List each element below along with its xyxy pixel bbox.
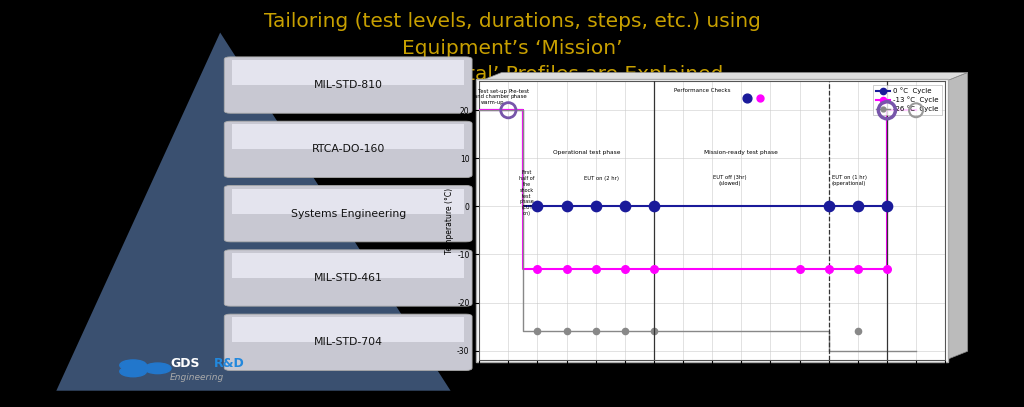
Point [646,266,663,272]
Point [850,266,866,272]
Bar [232,60,464,85]
Text: First
half of
the
shock
test
phase
(EUT
on): First half of the shock test phase (EUT … [519,170,535,216]
Text: MIL-STD-704: MIL-STD-704 [313,337,383,347]
Legend: 0 °C  Cycle, -13 °C  Cycle, -26 °C  Cycle: 0 °C Cycle, -13 °C Cycle, -26 °C Cycle [873,85,942,115]
Y-axis label: Temperature (°C): Temperature (°C) [445,188,455,254]
Text: Performance Checks: Performance Checks [675,88,731,93]
Point [792,266,808,272]
Point [558,328,574,335]
Point [616,266,633,272]
Point [500,107,516,114]
Point [646,328,663,335]
Point [879,107,895,114]
Polygon shape [945,72,968,360]
Text: Pre-test
phase: Pre-test phase [508,89,529,99]
Text: Test set-up
and chamber
warm-up: Test set-up and chamber warm-up [474,89,510,105]
Text: EUT on (2 hr): EUT on (2 hr) [584,176,620,181]
Circle shape [120,360,146,370]
Point [616,328,633,335]
Text: Systems Engineering: Systems Engineering [291,209,406,219]
Point [558,203,574,210]
Polygon shape [479,72,968,81]
FancyBboxPatch shape [224,57,472,113]
Text: Second
half of
the
shock
test
phase
(EUT
on): Second half of the shock test phase (EUT… [973,184,996,230]
Text: MIL-STD-810: MIL-STD-810 [313,80,383,90]
Point [820,266,837,272]
Point [588,328,604,335]
Point [616,203,633,210]
Point [739,95,756,101]
Text: GDS: GDS [170,357,200,370]
Bar [232,189,464,214]
FancyBboxPatch shape [224,186,472,242]
Bar [232,125,464,149]
FancyBboxPatch shape [224,121,472,177]
Text: Tailoring (test levels, durations, steps, etc.) using
Equipment’s ‘Mission’
and : Tailoring (test levels, durations, steps… [263,12,761,84]
Point [850,203,866,210]
Point [529,328,546,335]
Circle shape [144,363,171,374]
Point [908,107,925,114]
Bar [232,317,464,342]
Text: Post-test
phase: Post-test phase [973,82,1004,95]
Point [850,328,866,335]
Point [820,203,837,210]
Point [646,203,663,210]
Text: EUT off (3hr)
(slowed): EUT off (3hr) (slowed) [713,175,746,186]
Text: Operational test phase: Operational test phase [553,149,621,155]
FancyBboxPatch shape [224,314,472,370]
Text: Engineering: Engineering [170,373,224,382]
Text: R&D: R&D [214,357,245,370]
Bar [476,79,948,362]
Text: MIL-STD-461: MIL-STD-461 [313,273,383,283]
Point [529,203,546,210]
Text: EUT on (1 hr)
(operational): EUT on (1 hr) (operational) [831,175,866,186]
Text: RTCA-DO-160: RTCA-DO-160 [311,144,385,154]
Point [558,266,574,272]
Point [588,266,604,272]
Point [752,95,768,101]
Polygon shape [56,33,451,391]
FancyBboxPatch shape [224,250,472,306]
Point [879,203,895,210]
Bar [232,253,464,278]
Point [588,203,604,210]
Point [529,266,546,272]
Circle shape [120,366,146,377]
Point [879,266,895,272]
X-axis label: Duration (hr): Duration (hr) [676,380,749,390]
Text: Mission-ready test phase: Mission-ready test phase [705,149,778,155]
